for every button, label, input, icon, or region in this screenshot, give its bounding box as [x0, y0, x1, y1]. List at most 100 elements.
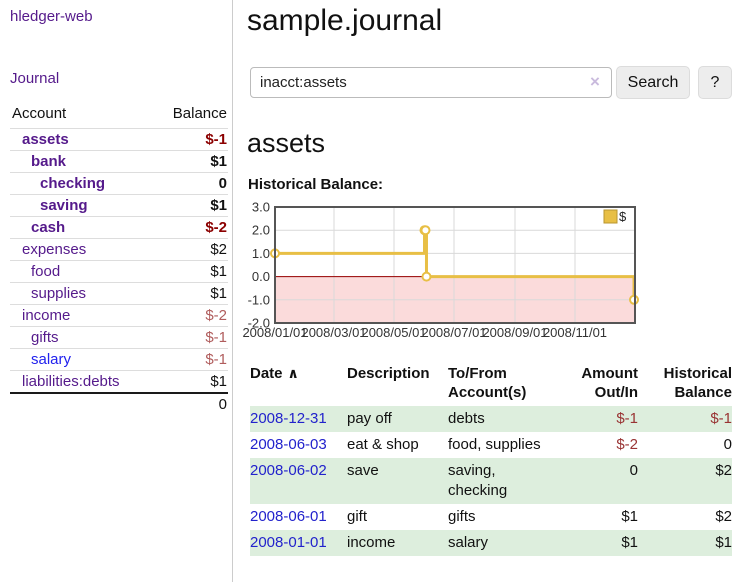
transaction-accounts: food, supplies [448, 436, 541, 453]
account-balance: $-2 [153, 304, 228, 327]
account-link-gifts[interactable]: gifts [31, 329, 59, 346]
account-link-food[interactable]: food [31, 263, 61, 280]
clear-search-icon[interactable]: × [590, 72, 600, 91]
transaction-date-link[interactable]: 2008-12-31 [250, 410, 327, 427]
search-button[interactable]: Search [616, 66, 690, 99]
register-header-row: Date ∧ Description To/From Account(s) Amo… [250, 361, 732, 406]
account-link-supplies[interactable]: supplies [31, 285, 87, 302]
svg-text:1.0: 1.0 [252, 246, 270, 261]
register-row: 2008-06-02 save saving, checking 0 $2 [250, 458, 732, 504]
account-link-liabilities-debts[interactable]: liabilities:debts [22, 373, 120, 390]
sidebar-item-journal[interactable]: Journal [10, 70, 60, 87]
register-row: 2008-06-01 gift gifts $1 $2 [250, 504, 732, 530]
svg-text:-2.0: -2.0 [248, 316, 270, 331]
account-column-header: To/From Account(s) [448, 365, 527, 401]
svg-text:2008/01/01: 2008/01/01 [242, 325, 307, 340]
account-row-cash: cash $-2 [10, 216, 228, 239]
account-link-saving[interactable]: saving [40, 197, 88, 214]
balance-column-header: Balance [172, 105, 227, 122]
account-row-food: food $1 [10, 260, 228, 283]
account-link-cash[interactable]: cash [31, 219, 66, 236]
app-title-link[interactable]: hledger-web [10, 8, 93, 25]
account-row-liabilities-debts: liabilities:debts $1 [10, 370, 228, 393]
account-row-saving: saving $1 [10, 194, 228, 217]
description-column-header: Description [347, 365, 430, 382]
sidebar: hledger-web Journal Account Balance asse… [0, 0, 233, 582]
transaction-accounts: gifts [448, 508, 476, 525]
transaction-description: eat & shop [347, 436, 419, 453]
account-balance: $-1 [153, 128, 228, 151]
account-balance: $1 [153, 260, 228, 283]
transaction-balance: 0 [723, 436, 732, 453]
account-balance: $1 [153, 282, 228, 305]
svg-text:0.0: 0.0 [252, 269, 270, 284]
transaction-balance: $2 [715, 508, 732, 525]
transaction-balance: $2 [638, 458, 732, 504]
account-link-bank[interactable]: bank [31, 153, 67, 170]
accounts-total-row: 0 [10, 392, 228, 415]
account-link-income[interactable]: income [22, 307, 71, 324]
chart-title: Historical Balance: [248, 176, 384, 193]
account-balance: $1 [153, 150, 228, 173]
date-header-label: Date [250, 365, 283, 382]
search-input[interactable] [250, 67, 612, 98]
svg-text:2008/09/01: 2008/09/01 [482, 325, 547, 340]
historical-balance-chart: $3.0 2.0 1.0 0.0 -1.0 -2.02008/01/012008/03/0… [242, 200, 640, 340]
account-row-supplies: supplies $1 [10, 282, 228, 305]
account-row-salary: salary $-1 [10, 348, 228, 371]
amount-column-header: Amount Out/In [581, 365, 638, 401]
transaction-amount: $1 [621, 508, 638, 525]
account-link-salary[interactable]: salary [31, 351, 72, 368]
account-row-assets: assets $-1 [10, 128, 228, 151]
transaction-amount: $1 [568, 530, 638, 556]
transaction-accounts: salary [448, 530, 568, 556]
account-row-bank: bank $1 [10, 150, 228, 173]
account-heading: assets [247, 128, 326, 158]
account-balance: $-1 [153, 348, 228, 371]
account-row-income: income $-2 [10, 304, 228, 327]
account-row-checking: checking 0 [10, 172, 228, 195]
transaction-balance: $1 [638, 530, 732, 556]
transaction-date-link[interactable]: 2008-06-03 [250, 436, 327, 453]
transaction-description: pay off [347, 406, 448, 432]
transaction-amount: $-2 [616, 436, 638, 453]
transaction-accounts: debts [448, 406, 568, 432]
account-link-checking[interactable]: checking [40, 175, 106, 192]
svg-text:2008/05/01: 2008/05/01 [361, 325, 426, 340]
account-balance: 0 [153, 172, 228, 195]
page-title: sample.journal [247, 4, 443, 37]
svg-text:3.0: 3.0 [252, 200, 270, 215]
date-column-header[interactable]: Date ∧ [250, 361, 347, 406]
transaction-balance: $-1 [638, 406, 732, 432]
account-row-gifts: gifts $-1 [10, 326, 228, 349]
accounts-header-row: Account Balance [10, 102, 228, 129]
account-link-expenses[interactable]: expenses [22, 241, 87, 258]
transaction-amount: $-1 [568, 406, 638, 432]
svg-text:2008/11/01: 2008/11/01 [543, 325, 607, 340]
transaction-accounts: saving, checking [448, 458, 568, 504]
svg-text:-1.0: -1.0 [248, 292, 270, 307]
account-column-header: Account [12, 105, 67, 122]
help-button[interactable]: ? [698, 66, 732, 99]
account-balance: $-1 [153, 326, 228, 349]
transaction-description: gift [347, 508, 368, 525]
register-table: Date ∧ Description To/From Account(s) Amo… [250, 361, 732, 556]
account-balance: $2 [153, 238, 228, 261]
register-row: 2008-12-31 pay off debts $-1 $-1 [250, 406, 732, 432]
transaction-date-link[interactable]: 2008-06-02 [250, 462, 327, 479]
register-row: 2008-06-03 eat & shop food, supplies $-2… [250, 432, 732, 458]
transaction-description: save [347, 458, 448, 504]
account-balance: $-2 [153, 216, 228, 239]
account-row-expenses: expenses $2 [10, 238, 228, 261]
account-balance: $1 [153, 194, 228, 217]
sort-ascending-icon: ∧ [287, 365, 299, 381]
accounts-tree-table: Account Balance assets $-1 bank $1 check… [10, 102, 228, 415]
svg-text:$: $ [619, 209, 627, 224]
account-link-assets[interactable]: assets [22, 131, 69, 148]
transaction-description: income [347, 530, 448, 556]
svg-text:2008/03/01: 2008/03/01 [301, 325, 366, 340]
transaction-date-link[interactable]: 2008-01-01 [250, 534, 327, 551]
transaction-date-link[interactable]: 2008-06-01 [250, 508, 327, 525]
transaction-amount: 0 [568, 458, 638, 504]
